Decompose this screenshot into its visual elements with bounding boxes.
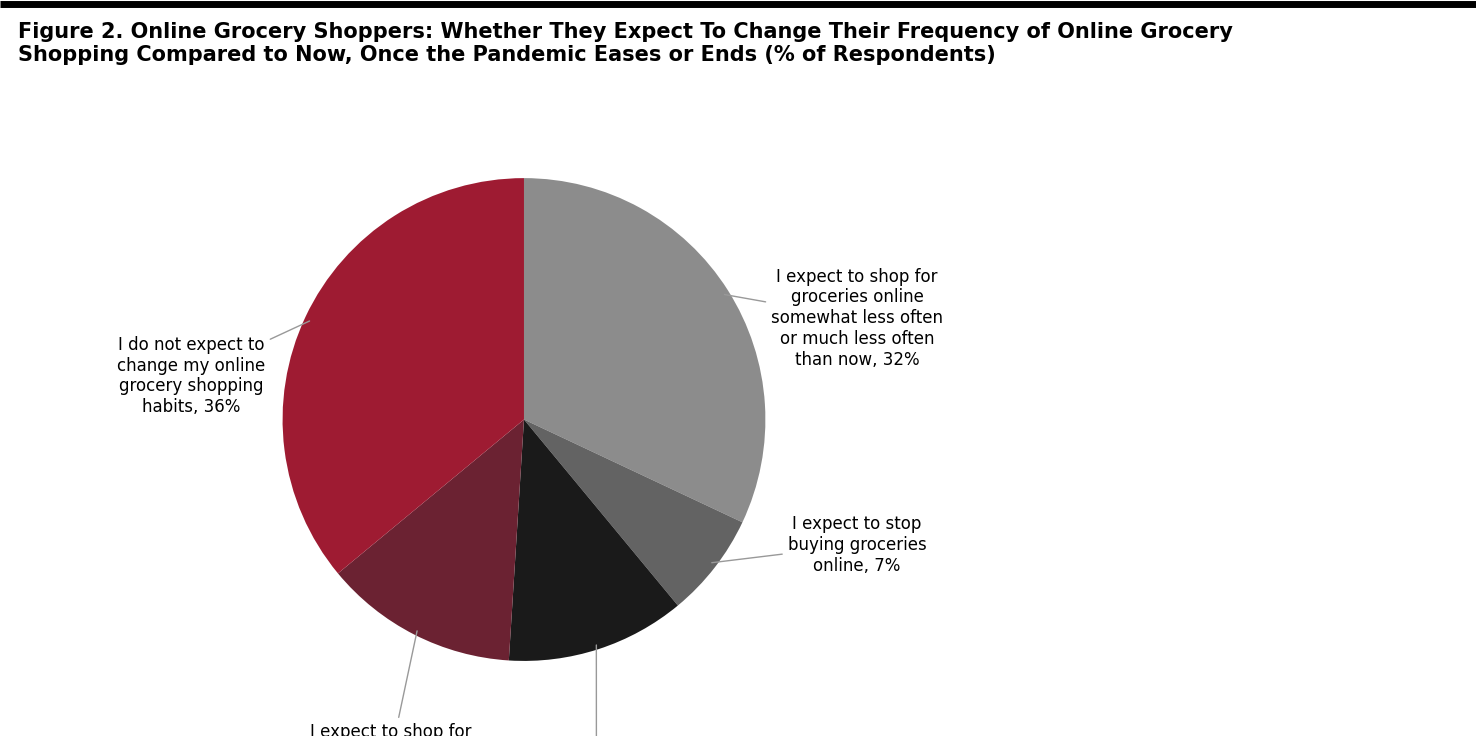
Wedge shape — [282, 178, 524, 573]
Text: Figure 2. Online Grocery Shoppers: Whether They Expect To Change Their Frequency: Figure 2. Online Grocery Shoppers: Wheth… — [18, 22, 1232, 66]
Text: I expect to stop
buying groceries
online, 7%: I expect to stop buying groceries online… — [711, 515, 927, 575]
Wedge shape — [524, 420, 742, 606]
Text: I expect to shop for
groceries online
somewhat less often
or much less often
tha: I expect to shop for groceries online so… — [725, 267, 943, 369]
Wedge shape — [338, 420, 524, 660]
Wedge shape — [509, 420, 677, 661]
Text: I do not expect to
change my online
grocery shopping
habits, 36%: I do not expect to change my online groc… — [117, 321, 310, 417]
Text: Don't know yet, 12%: Don't know yet, 12% — [509, 645, 683, 736]
Wedge shape — [524, 178, 766, 523]
Text: I expect to shop for
groceries online more
often than now, 13%: I expect to shop for groceries online mo… — [301, 631, 481, 736]
